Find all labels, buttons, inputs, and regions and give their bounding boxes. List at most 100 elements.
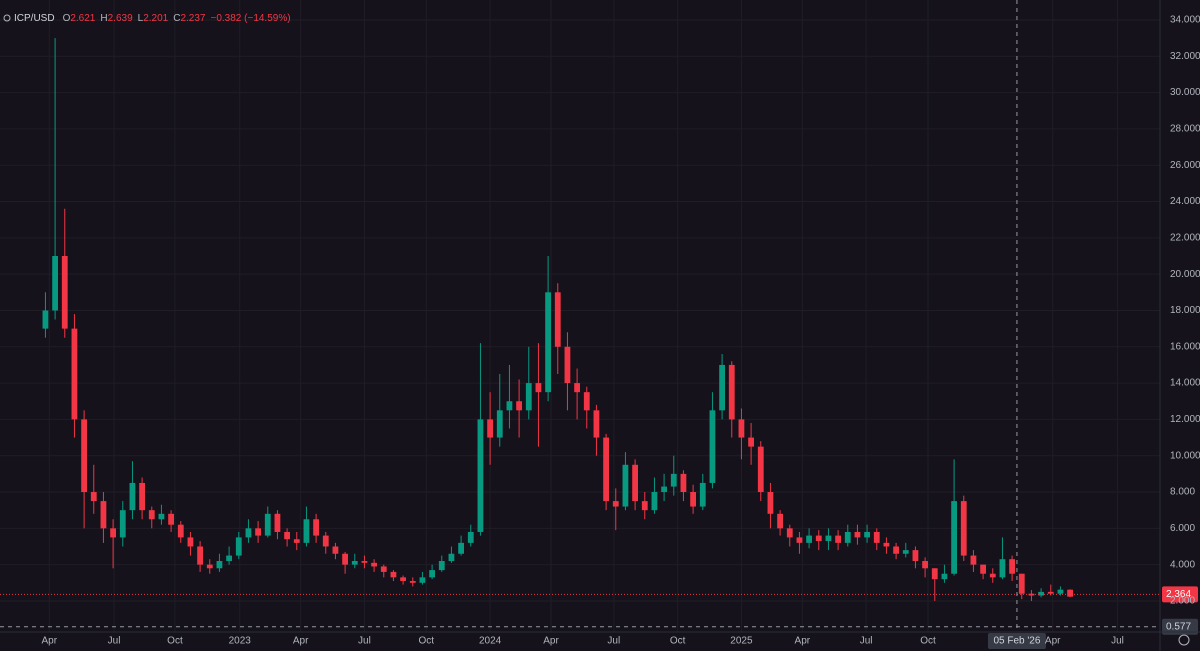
candle-body xyxy=(728,364,735,420)
candle-body xyxy=(806,535,812,543)
candle-body xyxy=(699,482,706,507)
ohlc-label: H xyxy=(100,13,107,24)
candle-body xyxy=(941,573,948,580)
candle-body xyxy=(835,535,841,543)
candle-body xyxy=(989,573,996,578)
candle-body xyxy=(1038,591,1044,596)
candle-body xyxy=(931,568,938,580)
x-tick-label: Jul xyxy=(108,636,121,647)
candle-body xyxy=(554,292,561,347)
candle-body xyxy=(361,561,368,563)
candle-body xyxy=(641,501,648,511)
candle-body xyxy=(197,546,203,565)
x-tick-label: Jul xyxy=(1111,636,1124,647)
y-tick-label: 26.000 xyxy=(1170,160,1200,171)
candle-body xyxy=(680,473,687,493)
candle-body xyxy=(129,482,136,511)
candle-body xyxy=(158,513,165,520)
candle-body xyxy=(902,550,909,554)
candle-body xyxy=(1028,593,1035,596)
candle-body xyxy=(738,419,745,438)
x-tick-label: Apr xyxy=(1045,636,1061,647)
y-tick-label: 2.000 xyxy=(1170,596,1195,607)
candle-body xyxy=(1009,559,1015,574)
candle-body xyxy=(951,501,957,574)
candle-body xyxy=(622,464,629,507)
candle-body xyxy=(351,561,358,565)
y-tick-label: 8.000 xyxy=(1170,487,1195,498)
candle-body xyxy=(690,492,696,507)
candle-body xyxy=(670,473,677,487)
crosshair-y-box xyxy=(1162,618,1198,635)
candle-body xyxy=(912,550,919,562)
candle-body xyxy=(777,513,783,529)
candle-body xyxy=(844,531,851,543)
candle-body xyxy=(467,531,474,543)
candle-body xyxy=(400,577,406,581)
crosshair-x-label: 05 Feb '26 xyxy=(993,636,1040,647)
candle-body xyxy=(245,528,252,538)
x-tick-label: 2023 xyxy=(229,636,252,647)
candle-body xyxy=(322,535,329,547)
candle-body xyxy=(332,546,339,554)
ohlc-value: 2.621 xyxy=(70,13,95,24)
x-tick-label: Apr xyxy=(795,636,811,647)
candle-body xyxy=(603,437,609,502)
candle-body xyxy=(409,580,416,583)
candle-body xyxy=(516,401,522,411)
ohlc-value: 2.237 xyxy=(180,13,205,24)
candle-body xyxy=(873,531,880,543)
crosshair-y-label: 0.577 xyxy=(1166,621,1191,632)
candle-body xyxy=(574,383,580,393)
candle-body xyxy=(216,561,223,569)
candles xyxy=(42,38,1073,601)
candle-body xyxy=(148,510,155,520)
candle-body xyxy=(960,501,967,556)
y-tick-label: 28.000 xyxy=(1170,124,1200,135)
candle-body xyxy=(235,537,242,556)
x-tick-label: Apr xyxy=(543,636,559,647)
candle-body xyxy=(458,542,464,554)
candle-body xyxy=(110,528,116,538)
candle-body xyxy=(786,528,793,538)
candle-body xyxy=(854,531,861,538)
candle-body xyxy=(274,513,281,532)
candle-body xyxy=(980,564,986,574)
candle-body xyxy=(177,524,184,538)
candle-body xyxy=(139,482,145,511)
candle-body xyxy=(90,492,97,502)
candle-body xyxy=(100,501,107,529)
candle-body xyxy=(52,255,58,311)
candle-body xyxy=(380,566,387,572)
crosshair-x-box xyxy=(987,633,1046,649)
ohlc-label: O xyxy=(63,13,71,24)
x-tick-label: Jul xyxy=(607,636,620,647)
y-tick-label: 16.000 xyxy=(1170,341,1200,352)
candle-body xyxy=(390,571,397,578)
x-tick-label: Apr xyxy=(293,636,309,647)
candle-body xyxy=(825,535,832,542)
grid xyxy=(0,0,1160,632)
candle-body xyxy=(719,364,725,411)
candle-body xyxy=(632,464,638,502)
candle-body xyxy=(264,513,271,536)
candle-body xyxy=(303,519,310,543)
y-tick-label: 30.000 xyxy=(1170,87,1200,98)
candle-body xyxy=(293,539,300,543)
x-tick-label: Oct xyxy=(670,636,686,647)
settings-icon[interactable] xyxy=(1178,634,1190,646)
y-tick-label: 4.000 xyxy=(1170,559,1195,570)
y-tick-label: 6.000 xyxy=(1170,523,1195,534)
y-tick-label: 20.000 xyxy=(1170,269,1200,280)
candle-body xyxy=(767,492,774,514)
candle-body xyxy=(226,555,232,562)
candle-body xyxy=(61,255,68,329)
candle-body xyxy=(119,510,126,538)
candle-body xyxy=(864,531,870,538)
x-tick-label: Oct xyxy=(167,636,183,647)
y-tick-label: 14.000 xyxy=(1170,378,1200,389)
ohlc-value: 2.639 xyxy=(108,13,133,24)
x-tick-label: Oct xyxy=(419,636,435,647)
